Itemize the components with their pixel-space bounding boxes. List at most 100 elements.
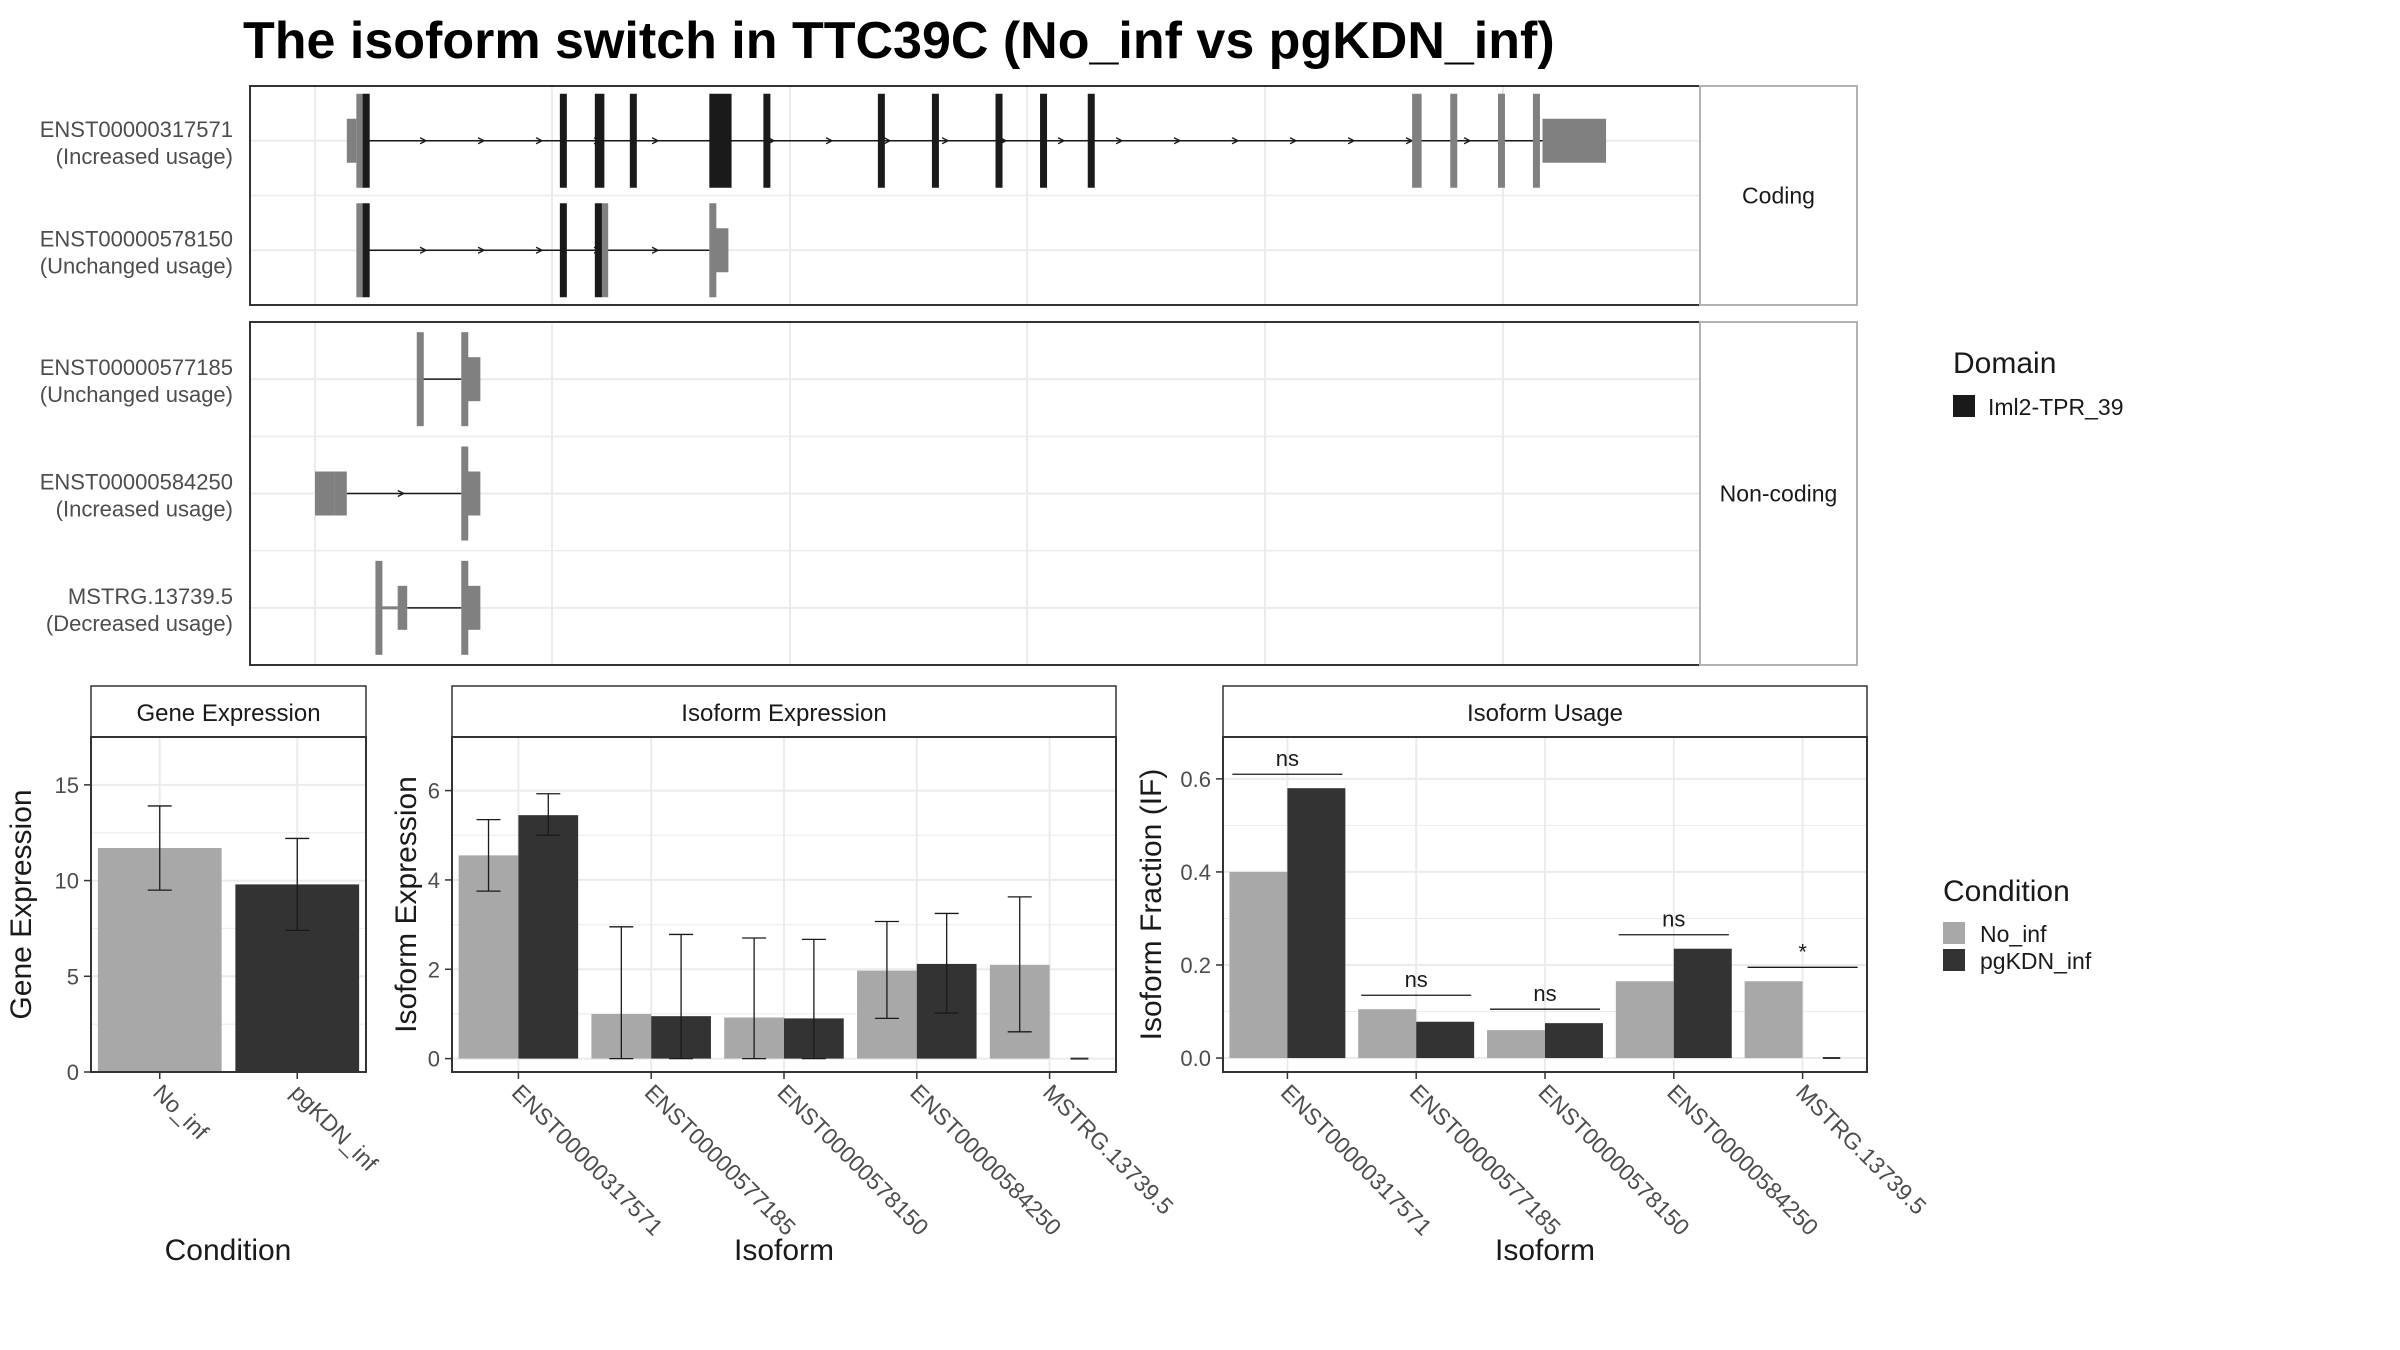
cds-exon [931,93,939,188]
bar-chart-panel: Gene Expression 0 5 10 15 No_inf pgKDN_inf Cond… [5,685,383,1267]
transcript-row: ENST00000317571(Increased usage) [40,93,1607,188]
x-tick-label: pgKDN_inf [286,1079,383,1176]
bar [1487,1030,1545,1059]
utr-exon [1532,93,1540,188]
utr-exon [715,228,729,273]
facet-strip [1699,85,1858,306]
transcript-usage-label: (Unchanged usage) [40,382,233,407]
x-tick-label: MSTRG.13739.5 [1791,1079,1931,1219]
bar [1287,788,1346,1059]
domain-legend-title: Domain [1953,347,2056,380]
cds-exon [362,203,370,298]
cds-exon [362,93,370,188]
condition-legend-swatch [1943,949,1965,971]
transcript-row: ENST00000584250(Increased usage) [40,446,481,541]
x-tick-label: ENST00000317571 [507,1079,668,1240]
utr-exon [397,585,408,630]
facet-strip [1699,321,1858,666]
direction-arrow [1347,137,1356,145]
bar-chart-panel: Isoform Usagensnsnsns*0.00.20.40.6ENST00… [1135,685,1931,1267]
direction-arrow [397,489,406,498]
direction-arrow [1289,137,1298,145]
bar [1615,981,1674,1059]
error-bar [801,938,826,1060]
bar [1416,1021,1475,1059]
utr-exon [416,332,424,427]
figure-title: The isoform switch in TTC39C (No_inf vs … [243,12,1555,70]
significance-label: ns [1662,907,1685,932]
cds-exon [594,93,605,188]
bar [1744,981,1803,1059]
panel-strip [1222,685,1868,738]
condition-legend-swatch [1943,922,1965,944]
x-tick-label: ENST00000578150 [772,1079,933,1240]
cds-exon [629,93,637,188]
significance-label: ns [1533,981,1556,1006]
error-bar [536,793,561,836]
direction-arrow [1057,137,1066,145]
transcript-id-label: ENST00000578150 [40,226,233,251]
utr-exon [356,93,364,188]
utr-exon [356,203,364,298]
transcript-usage-label: (Increased usage) [56,144,233,169]
error-bar [609,926,634,1060]
y-axis-title: Gene Expression [5,789,38,1019]
panel-strip [90,685,367,738]
cds-exon [1087,93,1095,188]
error-bar [147,805,172,891]
direction-arrow [883,137,892,145]
direction-arrow [1173,137,1182,145]
utr-exon [1497,93,1505,188]
utr-exon [709,203,717,298]
transcript-id-label: ENST00000317571 [40,117,233,142]
cds-exon [877,93,885,188]
cds-exon [1040,93,1048,188]
direction-arrow [477,137,486,145]
utr-exon [315,471,335,516]
utr-exon [334,471,347,516]
cds-exon [559,203,567,298]
bar [518,815,579,1059]
transcript-row: MSTRG.13739.5(Decreased usage) [46,560,481,655]
direction-arrow [477,246,486,254]
direction-arrow [1231,137,1240,145]
legends: Domain Iml2-TPR_39 Condition No_infpgKDN_in… [1943,347,2123,974]
y-axis-title: Isoform Fraction (IF) [1135,769,1168,1041]
direction-arrow [651,137,660,145]
panel-title: Gene Expression [136,700,320,727]
utr-exon [346,118,357,163]
direction-arrow [535,137,544,145]
y-tick-label: 6 [428,779,440,804]
condition-legend-title: Condition [1943,875,2070,908]
y-tick-label: 0 [428,1047,440,1072]
y-tick-label: 0.6 [1180,767,1211,792]
transcript-id-label: ENST00000577185 [40,355,233,380]
utr-exon [467,471,481,516]
transcript-usage-label: (Unchanged usage) [40,253,233,278]
error-bar [669,933,694,1060]
y-tick-label: 0.0 [1180,1046,1211,1071]
x-axis-title: Isoform [1495,1234,1595,1267]
domain-legend-label: Iml2-TPR_39 [1988,394,2123,420]
panel-title: Isoform Expression [681,700,886,727]
transcript-row: ENST00000577185(Unchanged usage) [40,332,481,427]
direction-arrow [1115,137,1124,145]
direction-arrow [419,137,428,145]
error-bar [1007,896,1032,1033]
direction-arrow [535,246,544,254]
bar [1673,948,1732,1059]
utr-exon [1450,93,1458,188]
utr-connector [378,606,398,610]
transcript-id-label: MSTRG.13739.5 [68,584,233,609]
utr-exon [1412,93,1422,188]
bar [1545,1023,1603,1059]
x-axis-title: Condition [165,1234,292,1267]
y-tick-label: 0 [67,1060,79,1085]
cds-exon [594,203,602,298]
condition-legend-label: No_inf [1980,921,2047,947]
bar [1358,1009,1417,1059]
utr-exon [461,332,469,427]
utr-exon [375,560,383,655]
utr-exon [601,203,609,298]
panel-border [90,736,367,1073]
